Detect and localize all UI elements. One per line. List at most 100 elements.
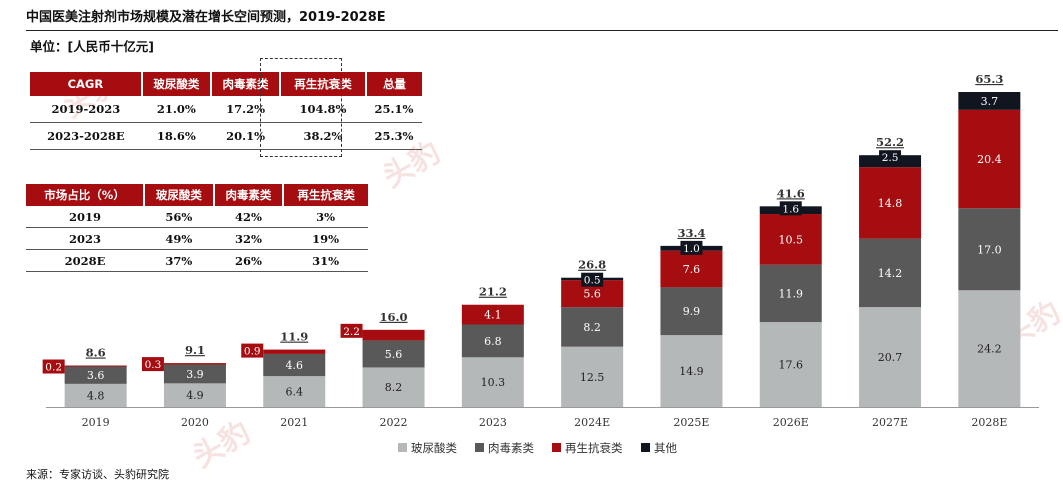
bar-segment: [859, 167, 922, 239]
bar-segment: [958, 208, 1021, 291]
data-label-box: [340, 323, 363, 338]
table-cell: 37%: [144, 249, 214, 272]
data-label: 4.9: [186, 389, 204, 402]
total-label: 41.6: [777, 186, 805, 200]
table-cell: 20.1%: [210, 122, 281, 150]
total-label: 52.2: [876, 135, 904, 149]
legend-swatch: [641, 443, 650, 452]
table-cell: 25.1%: [365, 96, 422, 123]
cagr-table: CAGR 玻尿酸类 肉毒素类 再生抗衰类 总量 2019-2023 21.0% …: [30, 72, 422, 150]
table-cell: 17.2%: [210, 96, 281, 123]
data-label-box: [42, 359, 65, 374]
data-label: 4.1: [484, 309, 502, 322]
table-cell: 2023: [26, 227, 145, 250]
bar-segment: [859, 238, 922, 308]
bar-segment: [561, 307, 624, 347]
data-label-box: [141, 357, 164, 372]
cagr-header-row: CAGR 玻尿酸类 肉毒素类 再生抗衰类 总量: [30, 72, 422, 96]
table-row: 2028E 37% 26% 31%: [26, 249, 368, 272]
data-label: 3.9: [186, 368, 204, 381]
bar-segment: [859, 307, 922, 407]
data-label: 14.2: [878, 267, 903, 280]
table-cell: 21.0%: [141, 96, 211, 123]
data-label-box: [680, 240, 703, 255]
data-label: 14.8: [878, 197, 903, 210]
data-label: 5.6: [583, 288, 601, 301]
total-label: 11.9: [280, 330, 308, 344]
bar-segment: [362, 329, 425, 341]
table-cell: 19%: [283, 227, 368, 250]
cagr-header-cell: CAGR: [30, 72, 143, 96]
bar-segment: [461, 304, 524, 325]
data-label: 20.7: [878, 351, 903, 364]
x-tick-label: 2022: [380, 416, 408, 429]
highlight-box: [260, 58, 342, 157]
x-tick-label: 2025E: [673, 416, 709, 429]
bar-segment: [263, 349, 326, 354]
data-label: 11.9: [779, 287, 804, 300]
x-tick-label: 2026E: [773, 416, 809, 429]
data-label: 10.3: [481, 376, 506, 389]
bar-segment: [660, 335, 723, 407]
table-row: 2023 49% 32% 19%: [26, 227, 368, 250]
title-divider: [26, 30, 1058, 31]
data-label: 0.9: [244, 346, 261, 358]
data-label: 17.0: [977, 243, 1002, 256]
legend-swatch: [475, 443, 484, 452]
data-label: 2.2: [343, 326, 360, 338]
table-cell: 25.3%: [365, 122, 422, 150]
unit-label: 单位：[人民币十亿元]: [30, 39, 154, 54]
data-label: 1.0: [683, 243, 700, 255]
chart-title: 中国医美注射剂市场规模及潜在增长空间预测，2019-2028E: [26, 10, 386, 25]
bar-segment: [362, 367, 425, 407]
table-cell: 2019-2023: [30, 96, 142, 123]
table-cell: 49%: [144, 227, 214, 250]
bar-segment: [759, 322, 822, 407]
bar-segment: [660, 250, 723, 288]
x-tick-label: 2027E: [872, 416, 908, 429]
table-cell: 42%: [213, 206, 284, 228]
x-tick-label: 2023: [479, 416, 507, 429]
data-label: 0.3: [145, 359, 162, 371]
table-cell: 2023-2028E: [30, 122, 142, 150]
share-table: 市场占比（%） 玻尿酸类 肉毒素类 再生抗衰类 2019 56% 42% 3% …: [26, 184, 368, 272]
cagr-header-cell: 总量: [365, 72, 422, 96]
data-label: 6.8: [484, 335, 502, 348]
bar-segment: [759, 264, 822, 323]
total-label: 9.1: [185, 343, 205, 357]
x-tick-label: 2019: [82, 416, 110, 429]
data-label: 2.5: [882, 152, 899, 164]
data-label: 5.6: [385, 348, 403, 361]
total-label: 33.4: [677, 226, 705, 240]
share-header-cell: 再生抗衰类: [283, 184, 368, 206]
bar-segment: [461, 357, 524, 407]
bar-segment: [759, 214, 822, 265]
bar-segment: [64, 365, 127, 367]
table-row: 2019 56% 42% 3%: [26, 206, 368, 228]
table-cell: 31%: [283, 249, 368, 272]
legend-label: 其他: [654, 441, 677, 455]
data-label-box: [241, 343, 264, 358]
legend-swatch: [398, 443, 407, 452]
data-label-box: [581, 272, 604, 287]
table-cell: 104.8%: [280, 96, 366, 123]
bar-segment: [263, 353, 326, 377]
bar-segment: [958, 290, 1021, 407]
data-label: 24.2: [977, 343, 1002, 356]
data-label: 3.6: [87, 369, 105, 382]
table-cell: 26%: [213, 249, 284, 272]
bar-segment: [64, 383, 127, 407]
table-cell: 18.6%: [141, 122, 211, 150]
data-label-box: [879, 150, 902, 165]
data-label: 4.6: [286, 359, 304, 372]
data-label: 6.4: [286, 386, 304, 399]
data-label: 20.4: [977, 153, 1002, 166]
table-cell: 38.2%: [280, 122, 366, 150]
x-tick-label: 2021: [280, 416, 308, 429]
bar-segment: [64, 366, 127, 384]
data-label: 0.5: [584, 275, 601, 287]
legend-label: 肉毒素类: [488, 441, 534, 455]
share-header-cell: 玻尿酸类: [144, 184, 215, 206]
share-header-cell: 市场占比（%）: [26, 184, 146, 206]
